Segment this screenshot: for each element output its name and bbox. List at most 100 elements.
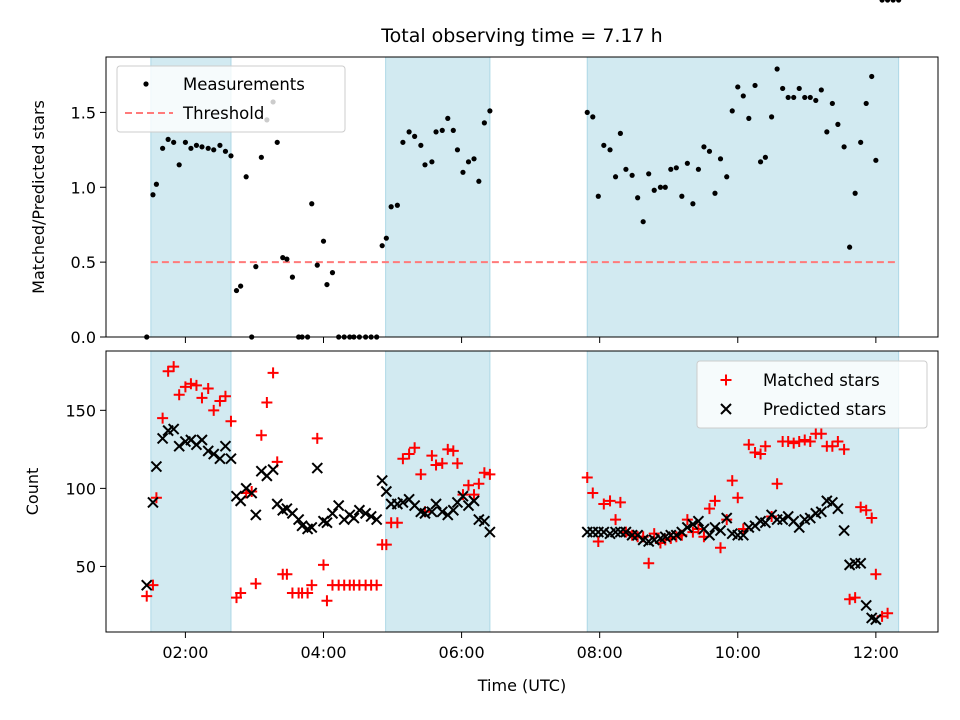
predicted-star-point [870, 613, 882, 626]
predicted-star-point [196, 434, 208, 446]
measurement-point [309, 201, 315, 207]
y-tick-label: 100 [65, 479, 96, 498]
predicted-star-point [370, 513, 383, 526]
matched-star-point [782, 436, 794, 448]
top-y-ticks: 0.0 0.5 1.0 1.5 [71, 103, 106, 347]
predicted-star-point [234, 495, 247, 507]
matched-star-point [838, 443, 850, 455]
measurement-point [222, 148, 229, 154]
measurement-point [595, 193, 601, 199]
x-tick-label: 02:00 [162, 643, 208, 662]
predicted-star-point [703, 529, 716, 541]
matched-star-point [743, 439, 755, 451]
predicted-star-point [147, 496, 159, 509]
matched-star-point [604, 495, 616, 507]
measurement-point [740, 93, 746, 99]
measurement-point [662, 184, 668, 190]
measurement-point [780, 85, 786, 92]
top-legend: Measurements Threshold [116, 65, 346, 133]
matched-star-point [473, 478, 485, 490]
measurement-point [623, 166, 629, 172]
matched-star-point [849, 592, 861, 604]
matched-star-point [598, 498, 610, 510]
measurement-point [847, 244, 853, 250]
matched-star-point [403, 448, 415, 460]
predicted-star-point [141, 579, 153, 591]
measurement-point [858, 139, 864, 145]
matched-star-point [799, 434, 811, 446]
predicted-star-point [250, 509, 262, 521]
measurement-point [471, 156, 477, 162]
x-axis-label: Time (UTC) [477, 676, 566, 695]
predicted-star-point [150, 460, 163, 473]
measurement-point [439, 127, 445, 133]
matched-star-point [306, 579, 318, 591]
predicted-star-point [380, 485, 393, 498]
predicted-star-point [376, 474, 388, 487]
y-tick-label: 150 [65, 401, 96, 420]
matched-star-point [726, 475, 738, 487]
matched-star-point [261, 397, 273, 409]
measurement-point [774, 66, 780, 72]
bottom-y-ticks: 50 100 150 [65, 401, 106, 576]
matched-star-point [703, 503, 715, 515]
matched-star-point [749, 446, 761, 458]
predicted-star-point [426, 506, 438, 518]
measurement-point [757, 159, 764, 165]
matched-stars-points [141, 361, 894, 622]
measurement-point [869, 73, 875, 80]
measurement-point [807, 94, 813, 101]
measurement-point [188, 145, 194, 151]
measurement-point [465, 159, 472, 165]
predicted-star-point [854, 557, 867, 570]
matched-star-point [715, 542, 727, 554]
predicted-star-point [860, 599, 872, 612]
predicted-star-point [468, 495, 480, 507]
measurement-point [429, 159, 435, 165]
predicted-star-point [609, 526, 622, 538]
measurement-point [890, 0, 896, 3]
y-tick-label: 1.5 [71, 103, 96, 122]
x-tick-label: 10:00 [715, 643, 761, 662]
matched-star-point [321, 595, 333, 607]
measurement-point [769, 114, 775, 120]
predicted-star-point [759, 517, 772, 529]
measurement-point [394, 202, 400, 208]
measurement-point [896, 0, 902, 3]
predicted-star-point [620, 526, 632, 538]
measurement-point [690, 201, 696, 207]
predicted-star-point [353, 504, 366, 516]
measurement-point [724, 174, 730, 180]
measurement-point [796, 85, 802, 92]
matched-star-point [426, 450, 438, 462]
predicted-legend-cross [720, 403, 732, 415]
matched-star-point [317, 559, 329, 571]
predicted-star-point [167, 423, 180, 435]
matched-star-point [202, 382, 214, 394]
top-axes-frame [105, 56, 939, 338]
matched-star-point [610, 514, 622, 526]
measurement-point [684, 160, 690, 166]
measurement-point [228, 153, 234, 159]
measurement-point [182, 139, 189, 145]
measurement-point [852, 190, 858, 196]
y-tick-label: 50 [76, 557, 96, 576]
predicted-star-point [321, 517, 333, 529]
measurement-point [150, 192, 156, 198]
x-tick-label: 06:00 [439, 643, 485, 662]
measurement-point [729, 108, 735, 114]
matched-star-point [371, 579, 383, 591]
matched-star-point [235, 587, 247, 599]
measurement-point [617, 130, 623, 136]
matched-star-point [815, 428, 827, 440]
matched-star-point [173, 389, 185, 401]
legend-measurements-label: Measurements [183, 75, 305, 94]
measurement-point [841, 144, 847, 150]
measurement-point [607, 147, 613, 153]
bottom-axes-frame [105, 350, 939, 633]
matched-star-point [225, 415, 237, 427]
matched-star-point [866, 512, 878, 524]
matched-star-point [185, 378, 197, 390]
matched-star-point [614, 496, 626, 508]
